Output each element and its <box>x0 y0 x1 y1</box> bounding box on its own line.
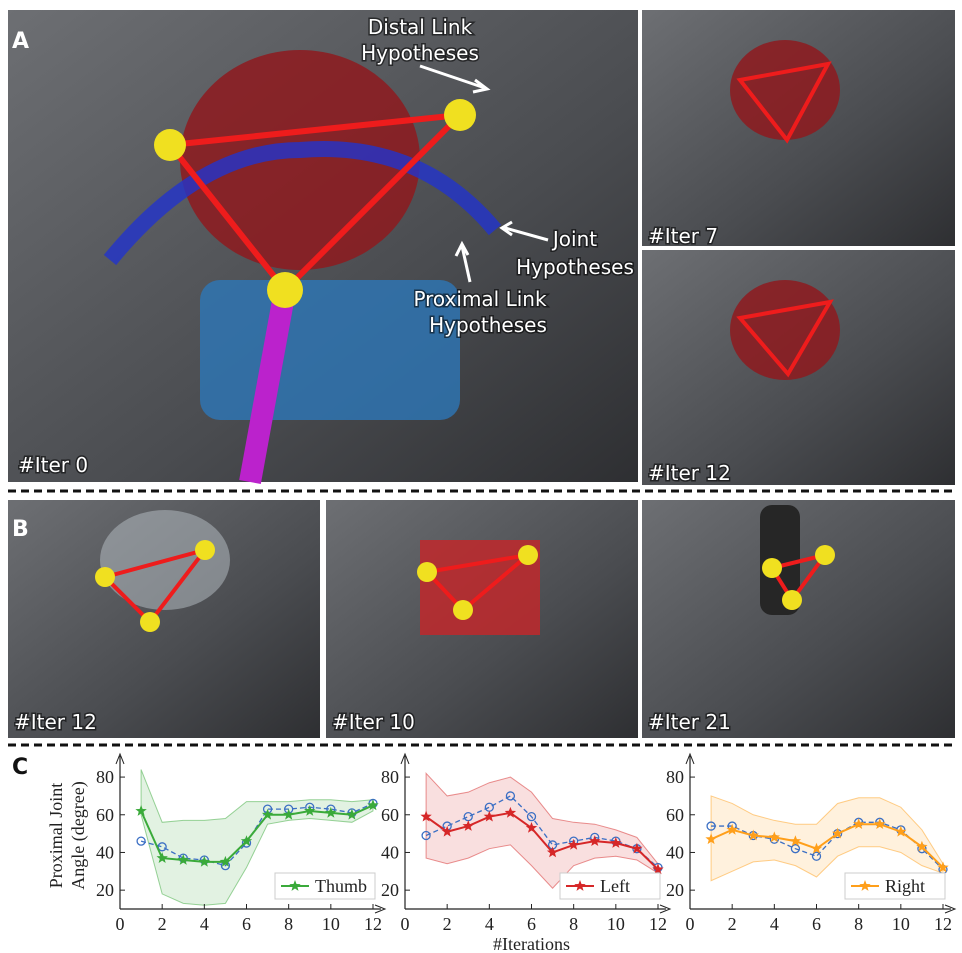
y-tick-label: 60 <box>666 805 684 825</box>
y-tick-label: 20 <box>666 880 684 900</box>
caption: #Iter 21 <box>648 710 731 734</box>
y-tick-label: 20 <box>96 880 114 900</box>
x-tick-label: 12 <box>934 914 952 934</box>
legend-label: Right <box>885 876 925 896</box>
caption: #Iter 7 <box>648 224 718 248</box>
x-tick-label: 10 <box>892 914 910 934</box>
x-tick-label: 12 <box>364 914 382 934</box>
y-tick-label: 20 <box>381 880 399 900</box>
y-axis-label: Angle (degree) <box>68 781 89 889</box>
x-tick-label: 6 <box>242 914 251 934</box>
y-tick-label: 80 <box>96 767 114 787</box>
x-tick-label: 10 <box>322 914 340 934</box>
x-tick-label: 6 <box>812 914 821 934</box>
annotation: Proximal Link <box>413 287 547 311</box>
legend-label: Left <box>600 876 630 896</box>
annotation: Distal Link <box>368 15 473 39</box>
caption: #Iter 10 <box>332 710 415 734</box>
y-tick-label: 60 <box>96 805 114 825</box>
x-tick-label: 10 <box>607 914 625 934</box>
y-tick-label: 40 <box>666 842 684 862</box>
x-tick-label: 8 <box>284 914 293 934</box>
annotation: Hypotheses <box>361 41 479 65</box>
figure: Distal Link Hypotheses Joint Hypotheses … <box>0 0 962 953</box>
panel-label: C <box>12 755 28 780</box>
x-tick-label: 8 <box>569 914 578 934</box>
caption: #Iter 12 <box>648 461 731 485</box>
x-tick-label: 4 <box>485 914 494 934</box>
y-axis-label: Proximal Joint <box>46 783 66 889</box>
y-tick-label: 80 <box>381 767 399 787</box>
annotation: Joint <box>551 227 597 251</box>
y-tick-label: 80 <box>666 767 684 787</box>
panel-label: B <box>12 517 29 542</box>
annotation: Hypotheses <box>516 255 634 279</box>
x-tick-label: 4 <box>770 914 779 934</box>
x-tick-label: 0 <box>686 914 695 934</box>
x-tick-label: 0 <box>401 914 410 934</box>
legend-label: Thumb <box>315 876 367 896</box>
x-axis-label: #Iterations <box>493 934 570 953</box>
annotation: Hypotheses <box>429 313 547 337</box>
x-tick-label: 4 <box>200 914 209 934</box>
x-tick-label: 8 <box>854 914 863 934</box>
y-tick-label: 40 <box>96 842 114 862</box>
x-tick-label: 2 <box>728 914 737 934</box>
y-tick-label: 60 <box>381 805 399 825</box>
caption: #Iter 0 <box>18 453 88 477</box>
y-tick-label: 40 <box>381 842 399 862</box>
band <box>711 796 943 881</box>
x-tick-label: 2 <box>443 914 452 934</box>
x-tick-label: 6 <box>527 914 536 934</box>
caption: #Iter 12 <box>14 710 97 734</box>
x-tick-label: 12 <box>649 914 667 934</box>
x-tick-label: 2 <box>158 914 167 934</box>
x-tick-label: 0 <box>116 914 125 934</box>
panel-label: A <box>12 29 29 54</box>
